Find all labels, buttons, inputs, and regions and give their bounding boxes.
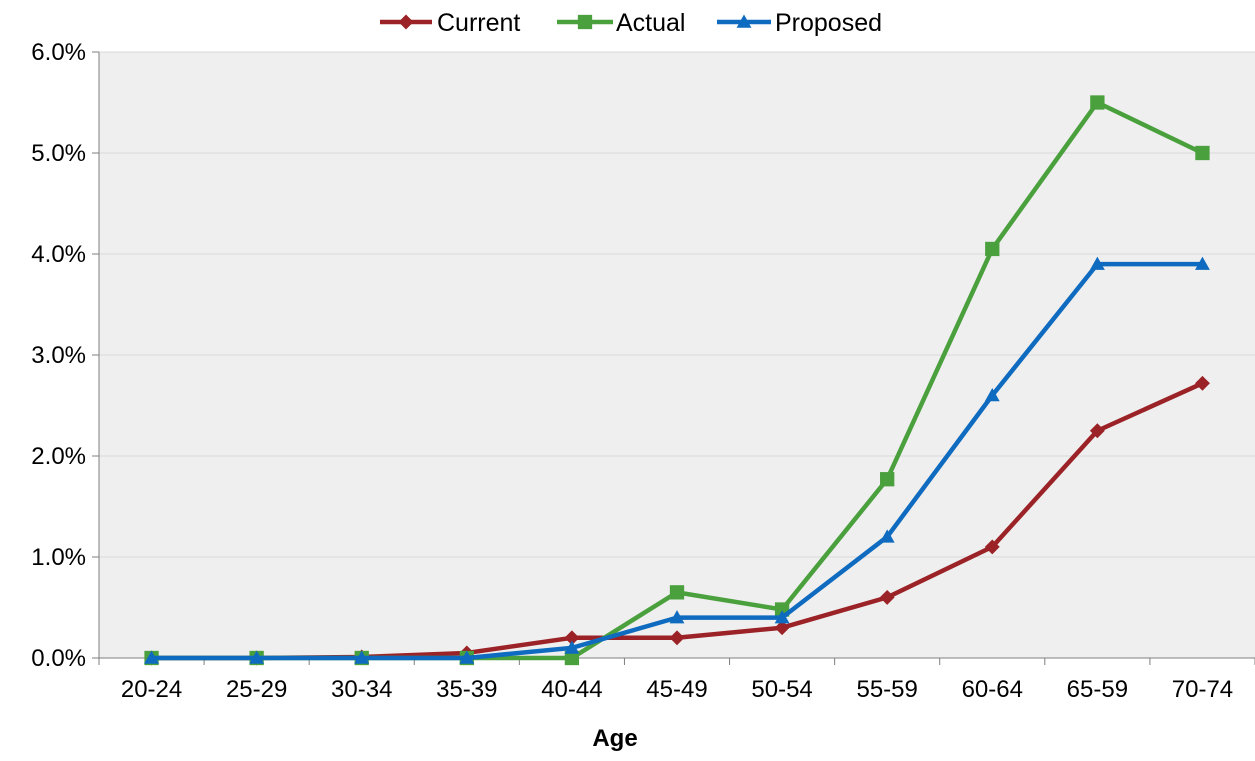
legend-label-current: Current <box>437 9 520 37</box>
data-point-actual <box>985 241 1000 257</box>
data-point-actual <box>669 585 685 600</box>
series-lines <box>144 95 1210 666</box>
data-point-proposed <box>669 610 685 624</box>
axes: 0.0% 1.0% 2.0% 3.0% 4.0% 5.0% 6.0% 20-24 25-29 30… <box>31 39 1255 703</box>
data-point-proposed <box>1089 256 1105 270</box>
y-tick-label: 0.0% <box>31 645 86 672</box>
x-tick-label: 60-64 <box>962 676 1023 703</box>
x-tick-label: 35-39 <box>436 676 497 703</box>
x-tick-label: 20-24 <box>121 676 182 703</box>
data-point-current <box>774 620 790 636</box>
gridlines <box>99 51 1255 558</box>
data-point-current <box>1089 423 1105 439</box>
data-point-current <box>1195 375 1210 391</box>
data-point-proposed <box>774 610 790 624</box>
y-tick-label: 3.0% <box>31 342 86 369</box>
y-tick-label: 4.0% <box>31 241 86 268</box>
data-point-actual <box>1195 145 1210 161</box>
x-tick-label: 25-29 <box>226 676 287 703</box>
data-point-proposed <box>1195 256 1210 270</box>
data-point-actual <box>564 650 580 666</box>
data-point-proposed <box>144 650 159 664</box>
data-point-actual <box>1090 95 1105 110</box>
data-point-actual <box>880 472 895 487</box>
data-point-proposed <box>459 650 475 664</box>
x-tick-label: 30-34 <box>331 676 392 703</box>
y-tick-label: 5.0% <box>31 140 86 167</box>
x-tick-label: 55-59 <box>856 676 917 703</box>
legend-marker-proposed <box>736 14 752 28</box>
x-tick-label: 50-54 <box>751 676 812 703</box>
legend-marker-actual <box>577 14 593 30</box>
x-tick-label: 65-59 <box>1067 676 1128 703</box>
x-tick-label: 40-44 <box>541 676 602 703</box>
y-tick-label: 1.0% <box>31 544 86 571</box>
data-point-proposed <box>354 650 370 664</box>
data-point-current <box>564 630 580 646</box>
data-point-proposed <box>984 387 1000 402</box>
x-axis-title: Age <box>592 725 637 752</box>
data-point-proposed <box>249 650 265 664</box>
x-tick-label: 45-49 <box>646 676 707 703</box>
legend: Current Actual Proposed <box>380 9 882 37</box>
y-tick-label: 6.0% <box>31 39 86 66</box>
data-point-current <box>669 630 685 646</box>
legend-label-actual: Actual <box>616 9 685 37</box>
y-tick-label: 2.0% <box>31 443 86 470</box>
data-point-current <box>984 539 1000 555</box>
data-point-current <box>879 589 895 605</box>
legend-label-proposed: Proposed <box>775 9 882 37</box>
legend-marker-current <box>398 14 414 30</box>
data-point-proposed <box>879 529 895 543</box>
x-tick-label: 70-74 <box>1172 676 1233 703</box>
data-point-proposed <box>564 640 580 654</box>
